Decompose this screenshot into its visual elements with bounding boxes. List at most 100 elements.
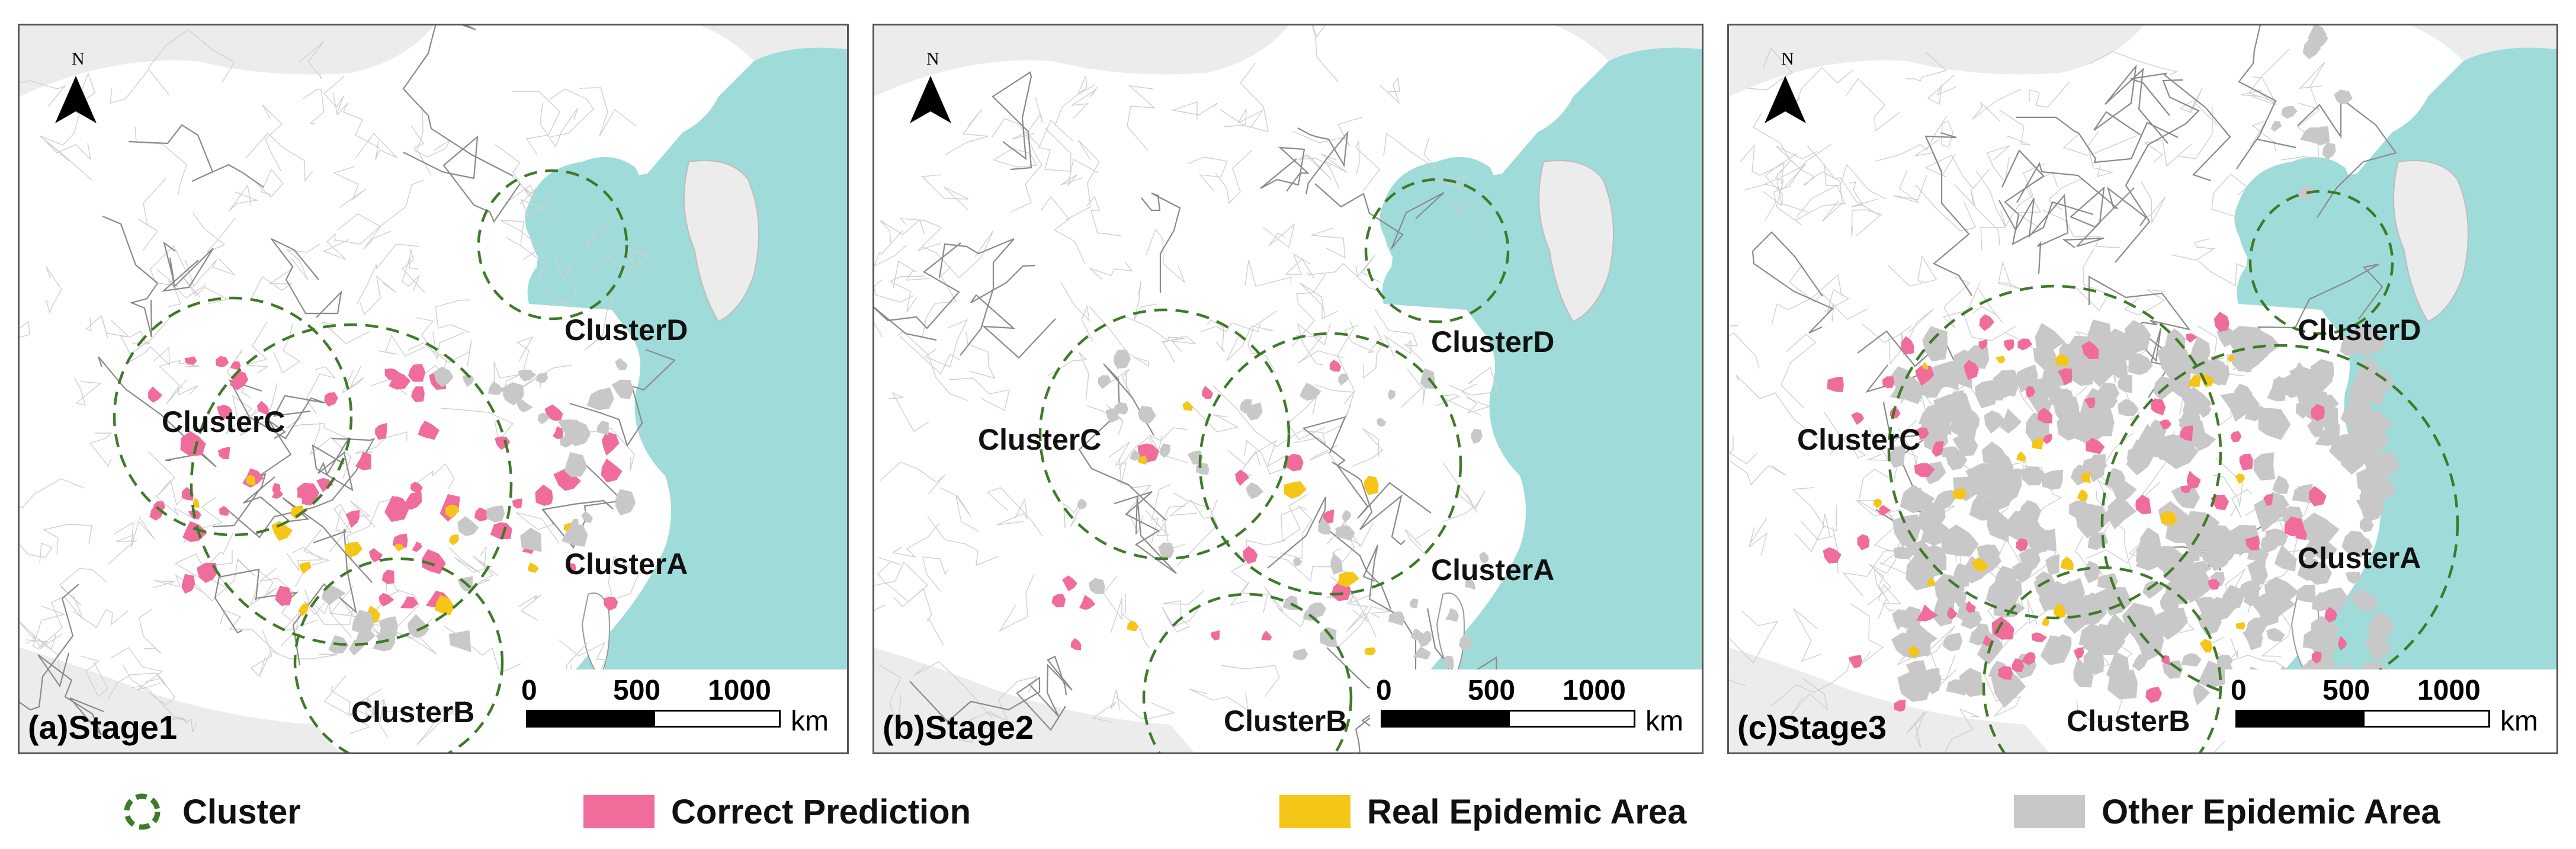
other-epidemic-area [2253, 452, 2276, 480]
boundary-line [20, 321, 30, 364]
other-epidemic-area [596, 421, 609, 435]
legend-label: Other Epidemic Area [2102, 792, 2440, 831]
correct-prediction-area [389, 371, 411, 390]
other-epidemic-area [2300, 512, 2340, 543]
province-line [161, 241, 214, 292]
boundary-line [20, 478, 85, 508]
boundary-line [1244, 259, 1292, 287]
boundary-line [2141, 181, 2166, 225]
other-epidemic-area [487, 381, 503, 395]
boundary-line [1306, 263, 1381, 291]
real-epidemic-area [298, 603, 309, 616]
cluster-ring [2248, 190, 2394, 335]
province-line [1141, 192, 1181, 293]
boundary-line [603, 555, 639, 603]
other-epidemic-area [462, 374, 474, 387]
province-line [312, 440, 354, 492]
boundary-line [1791, 678, 1828, 716]
real-epidemic-area [1137, 455, 1147, 465]
province-line [874, 242, 961, 341]
boundary-line [262, 630, 338, 659]
correct-prediction-area [148, 386, 163, 403]
scale-tick: 1000 [1563, 675, 1626, 706]
boundary-line [1352, 428, 1384, 467]
boundary-line [1924, 155, 1990, 190]
boundary-line [1400, 369, 1427, 408]
boundary-line [402, 257, 420, 291]
boundary-line [1729, 325, 1760, 369]
real-epidemic-area [1908, 645, 1920, 658]
boundary-line [1339, 606, 1392, 647]
boundary-line [549, 88, 594, 137]
boundary-line [551, 258, 577, 306]
other-epidemic-area [2180, 568, 2214, 603]
legend-label: Cluster [182, 792, 301, 831]
province-line [1332, 462, 1406, 546]
other-epidemic-area [2068, 353, 2094, 384]
boundary-line [505, 175, 537, 204]
boundary-line [579, 87, 637, 137]
boundary-line [110, 68, 170, 104]
correct-prediction-area [2025, 386, 2035, 398]
boundary-line [286, 417, 348, 439]
other-epidemic-area [1114, 402, 1129, 415]
boundary-line [1448, 366, 1499, 396]
other-epidemic-area [2250, 566, 2268, 587]
boundary-line [922, 556, 948, 592]
other-epidemic-area [1471, 428, 1483, 444]
province-line [992, 71, 1032, 171]
boundary-line [1765, 143, 1832, 221]
other-epidemic-area [2306, 419, 2324, 438]
map-panel-stage3: N ClusterD ClusterC ClusterA ClusterB (c… [1727, 24, 2558, 754]
other-epidemic-area [1905, 488, 1922, 510]
other-epidemic-area [1098, 375, 1111, 389]
correct-prediction-area [324, 392, 338, 407]
correct-prediction-area [217, 447, 230, 460]
real-epidemic-area [2228, 354, 2235, 363]
boundary-line [2123, 289, 2166, 316]
boundary-line [43, 524, 92, 555]
other-epidemic-area [2302, 540, 2321, 562]
scale-bar: 0 500 1000 km [1370, 669, 1702, 752]
other-epidemic-area [2243, 588, 2260, 607]
boundary-line [1133, 280, 1158, 322]
cluster-ring [113, 296, 353, 537]
boundary-line [518, 594, 542, 621]
boundary-line [1867, 427, 1890, 461]
correct-prediction-area [384, 368, 400, 381]
boundary-line [1060, 158, 1099, 186]
boundary-line [1793, 608, 1821, 662]
other-epidemic-area [2083, 647, 2105, 675]
boundary-line [520, 187, 558, 223]
boundary-line [1355, 255, 1380, 283]
boundary-line [131, 678, 175, 706]
foreign-land [1729, 648, 2049, 752]
real-epidemic-area [1127, 620, 1139, 632]
other-epidemic-area [378, 616, 398, 636]
foreign-land [1729, 25, 2144, 97]
real-epidemic-area [2055, 354, 2070, 366]
boundary-line [1374, 309, 1419, 347]
correct-prediction-area [602, 431, 620, 456]
boundary-line [152, 574, 203, 592]
province-line [102, 215, 159, 338]
boundary-line [1215, 150, 1252, 204]
boundary-line [1151, 484, 1171, 544]
other-epidemic-area [2084, 560, 2100, 584]
province-line [1924, 132, 1972, 296]
boundary-line [893, 260, 930, 289]
boundary-line [1383, 132, 1438, 170]
real-epidemic-area [2016, 451, 2026, 462]
real-epidemic-area [2032, 438, 2044, 450]
province-line [37, 652, 104, 736]
other-epidemic-area [1320, 627, 1338, 648]
other-epidemic-area [1986, 520, 2009, 543]
boundary-line [1285, 253, 1315, 279]
other-epidemic-area [2333, 89, 2353, 104]
correct-prediction-area [1916, 604, 1938, 621]
legend: Cluster Correct Prediction Real Epidemic… [0, 788, 2576, 835]
correct-prediction-area [384, 496, 410, 522]
correct-prediction-area [410, 482, 423, 493]
correct-prediction-area [196, 562, 217, 583]
correct-prediction-area [2037, 407, 2053, 424]
